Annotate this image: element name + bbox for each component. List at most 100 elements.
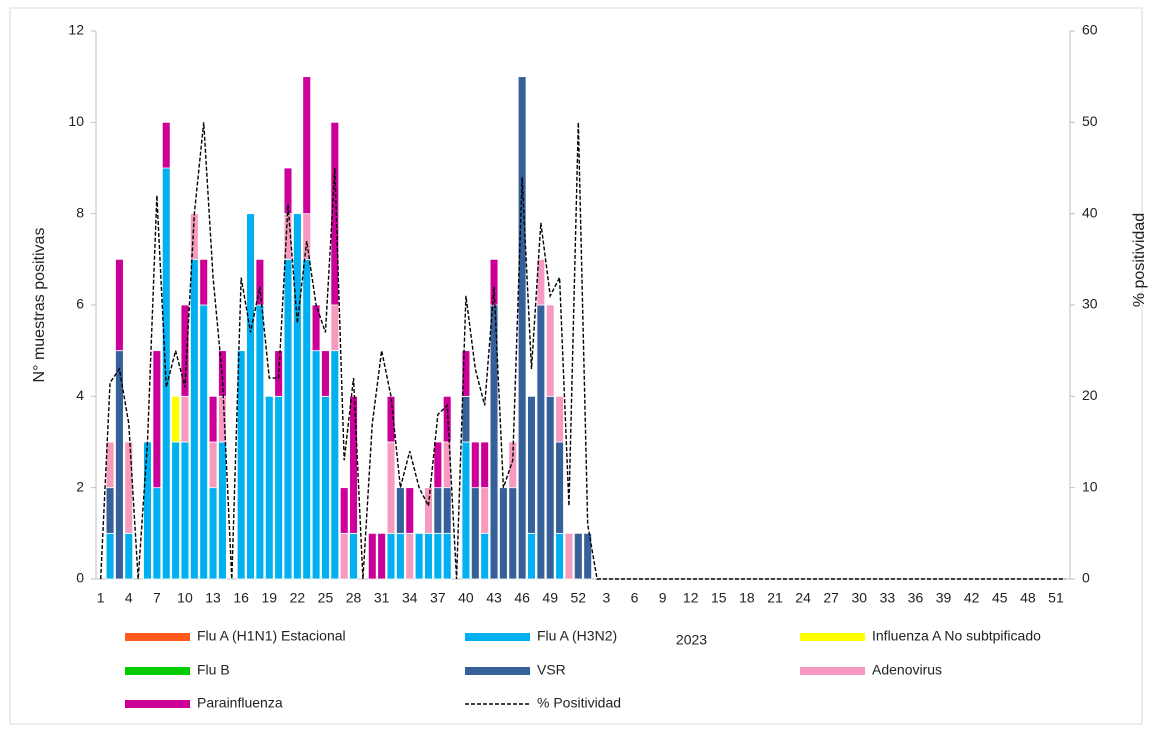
bar-segment — [386, 532, 396, 580]
bar-segment — [442, 532, 452, 580]
bar-segment — [517, 76, 527, 580]
bar-segment — [171, 395, 180, 443]
bar-segment — [480, 532, 489, 580]
x-tick-label: 13 — [205, 590, 221, 606]
bar-segment — [461, 395, 471, 443]
x-tick-label: 45 — [992, 590, 1008, 606]
legend-label: % Positividad — [537, 695, 621, 711]
bar-segment — [461, 441, 471, 580]
x-tick-label: 40 — [458, 590, 474, 606]
x-tick-label: 6 — [631, 590, 639, 606]
bar-segment — [555, 395, 564, 443]
y-axis-title: N° muestras positivas — [31, 228, 48, 383]
bar-segment — [573, 532, 583, 580]
legend-swatch — [465, 667, 530, 675]
bar-segment — [339, 532, 349, 580]
legend-label: Flu B — [197, 662, 230, 678]
y-tick-label: 10 — [68, 113, 84, 129]
x-tick-label: 30 — [851, 590, 867, 606]
bar-segment — [367, 532, 377, 580]
bar-segment — [218, 441, 227, 580]
bar-segment — [264, 395, 274, 580]
x-tick-label: 21 — [767, 590, 783, 606]
x-tick-label: 15 — [711, 590, 727, 606]
bar-segment — [302, 213, 312, 260]
y2-tick-label: 40 — [1082, 204, 1098, 220]
bar-segment — [218, 395, 227, 443]
legend-background — [461, 626, 661, 648]
x-tick-label: 3 — [603, 590, 611, 606]
bar-segment — [414, 532, 424, 580]
x-tick-label: 48 — [1020, 590, 1036, 606]
bar-segment — [180, 395, 190, 443]
x-tick-label: 37 — [430, 590, 446, 606]
bar-segment — [386, 441, 396, 534]
bar-segment — [246, 213, 255, 580]
bar-segment — [293, 213, 302, 580]
bar-segment — [386, 395, 396, 443]
bar-segment — [555, 441, 564, 534]
x-tick-label: 42 — [964, 590, 980, 606]
y2-tick-label: 0 — [1082, 570, 1090, 586]
x-tick-label: 36 — [908, 590, 924, 606]
bar-segment — [208, 441, 218, 489]
x-tick-label: 31 — [374, 590, 390, 606]
x-tick-label: 39 — [936, 590, 952, 606]
legend-background — [796, 626, 1086, 648]
bar-segment — [105, 441, 115, 489]
bar-segment — [424, 487, 433, 534]
y-tick-label: 0 — [76, 570, 84, 586]
bar-segment — [527, 532, 536, 580]
bar-segment — [161, 121, 171, 169]
bar-segment — [190, 258, 199, 580]
bar-segment — [208, 395, 218, 443]
x-tick-label: 28 — [346, 590, 362, 606]
x-tick-label: 25 — [318, 590, 334, 606]
x-tick-label: 22 — [290, 590, 306, 606]
legend-swatch — [125, 633, 190, 641]
y-tick-label: 4 — [76, 387, 84, 403]
x-tick-label: 9 — [659, 590, 667, 606]
bar-segment — [470, 441, 480, 489]
x-tick-label: 18 — [739, 590, 755, 606]
bar-segment — [115, 258, 124, 352]
bar-segment — [480, 441, 489, 489]
bar-segment — [536, 258, 546, 306]
y-tick-label: 12 — [68, 22, 84, 38]
bar-segment — [499, 487, 508, 580]
legend-background — [121, 660, 321, 682]
bar-segment — [199, 304, 209, 580]
x-tick-label: 34 — [402, 590, 418, 606]
legend-background — [796, 660, 1086, 682]
bar-segment — [536, 304, 546, 580]
x-tick-label: 52 — [571, 590, 587, 606]
bar-segment — [433, 487, 443, 534]
bar-segment — [302, 258, 312, 580]
y2-tick-label: 20 — [1082, 387, 1098, 403]
legend-swatch — [800, 667, 865, 675]
legend-label: VSR — [537, 662, 566, 678]
bar-segment — [255, 258, 265, 306]
legend-label: Parainfluenza — [197, 695, 283, 711]
bar-segment — [236, 350, 246, 580]
bar-segment — [480, 487, 489, 534]
bar-segment — [405, 532, 415, 580]
bar-segment — [489, 258, 499, 306]
bar-segment — [330, 304, 340, 352]
bar-segment — [152, 350, 162, 489]
x-tick-label: 7 — [153, 590, 161, 606]
bar-segment — [508, 487, 518, 580]
bar-segment — [470, 487, 480, 580]
x-tick-label: 46 — [514, 590, 530, 606]
x-tick-label: 19 — [261, 590, 277, 606]
x-tick-label: 51 — [1048, 590, 1064, 606]
positivity-line — [99, 122, 1066, 580]
bar-segment — [180, 304, 190, 397]
bar-segment — [302, 76, 312, 215]
y2-tick-label: 50 — [1082, 113, 1098, 129]
legend-background — [461, 693, 661, 715]
y2-tick-label: 60 — [1082, 22, 1098, 38]
bar-segment — [283, 258, 293, 580]
bar-segment — [124, 441, 134, 534]
bar-segment — [545, 395, 555, 580]
